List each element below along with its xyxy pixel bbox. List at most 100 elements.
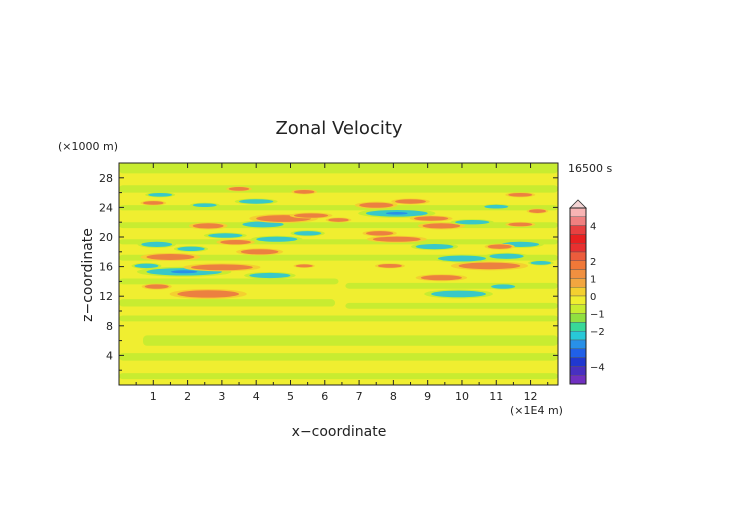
positive-anomaly — [372, 236, 421, 242]
x-axis-label: x−coordinate — [292, 424, 387, 440]
positive-anomaly — [293, 190, 315, 194]
positive-anomaly — [295, 264, 313, 268]
x-tick-label: 12 — [524, 390, 538, 403]
y-unit-label: (×1000 m) — [58, 140, 118, 153]
negative-anomaly — [530, 261, 552, 265]
negative-anomaly — [192, 203, 217, 208]
y-tick-label: 8 — [106, 320, 113, 333]
contour-band — [119, 278, 339, 285]
colorbar-segment — [569, 375, 587, 385]
x-unit-label: (×1E4 m) — [510, 404, 563, 417]
positive-anomaly — [240, 249, 279, 255]
contour-band — [119, 239, 558, 245]
colorbar-segment — [569, 331, 587, 341]
positive-anomaly — [191, 264, 253, 271]
positive-anomaly — [420, 275, 462, 281]
negative-anomaly — [208, 233, 243, 238]
colorbar-segment — [569, 260, 587, 270]
contour-band — [119, 205, 558, 211]
colorbar-segment — [569, 251, 587, 262]
x-tick-label: 4 — [253, 390, 260, 403]
contour-band — [345, 282, 558, 289]
colorbar-segment — [569, 287, 587, 297]
colorbar-segment — [569, 216, 587, 226]
positive-anomaly — [228, 187, 250, 191]
colorbar-label: 1 — [590, 274, 596, 285]
positive-anomaly — [422, 223, 461, 229]
time-label: 16500 s — [568, 162, 612, 175]
contour-band — [119, 185, 558, 193]
colorbar-label: 2 — [590, 257, 596, 268]
y-axis-label: z−coordinate — [80, 228, 96, 322]
positive-anomaly — [395, 199, 426, 204]
colorbar-segment — [569, 366, 587, 376]
y-tick-label: 28 — [99, 172, 113, 185]
y-tick-label: 12 — [99, 290, 113, 303]
negative-anomaly — [437, 255, 486, 262]
colorbar-segment — [569, 242, 587, 253]
positive-anomaly — [508, 222, 533, 227]
positive-anomaly — [220, 239, 252, 245]
contour-band — [119, 353, 558, 361]
colorbar-segment — [569, 207, 587, 218]
chart-title: Zonal Velocity — [275, 118, 402, 139]
negative-anomaly — [177, 246, 205, 252]
positive-anomaly — [487, 244, 512, 249]
colorbar-segment — [569, 269, 587, 279]
x-tick-label: 8 — [390, 390, 397, 403]
colorbar-label: −4 — [590, 362, 605, 373]
x-tick-label: 10 — [455, 390, 469, 403]
contour-band — [119, 315, 558, 322]
negative-anomaly — [484, 204, 509, 209]
colorbar-segment — [569, 295, 587, 306]
negative-anomaly — [134, 263, 159, 269]
colorbar-label: −1 — [590, 310, 605, 321]
negative-anomaly — [239, 199, 274, 204]
contour-band — [119, 373, 558, 380]
positive-anomaly — [144, 284, 169, 289]
negative-anomaly — [242, 221, 284, 228]
negative-anomaly — [141, 241, 173, 247]
colorbar-label: 4 — [590, 222, 596, 233]
y-axis-ticks: 4 8 12 16 20 24 28 — [99, 172, 558, 371]
positive-anomaly — [359, 202, 394, 208]
y-tick-label: 4 — [106, 349, 113, 362]
x-tick-label: 5 — [287, 390, 294, 403]
positive-anomaly — [293, 213, 329, 218]
y-tick-label: 20 — [99, 231, 113, 244]
positive-anomaly — [328, 218, 349, 222]
x-tick-label: 1 — [150, 390, 157, 403]
colorbar-label: 0 — [590, 292, 596, 303]
colorbar-segment — [569, 234, 587, 244]
colorbar-segment — [569, 322, 587, 332]
colorbar-label: −2 — [590, 327, 605, 338]
positive-anomaly — [192, 223, 224, 229]
colorbar-segment — [569, 348, 587, 358]
positive-anomaly — [458, 262, 521, 270]
negative-anomaly — [256, 236, 298, 242]
positive-anomaly — [146, 254, 195, 260]
negative-anomaly-core — [386, 211, 408, 215]
contour-band — [119, 299, 336, 307]
x-tick-label: 3 — [218, 390, 225, 403]
positive-anomaly — [377, 264, 402, 268]
negative-anomaly — [249, 272, 291, 279]
contour-band — [345, 302, 558, 309]
colorbar-overflow-triangle — [569, 199, 587, 209]
negative-anomaly — [489, 253, 524, 259]
negative-anomaly — [491, 284, 516, 289]
negative-anomaly — [293, 231, 322, 236]
colorbar-segment — [569, 313, 587, 323]
positive-anomaly — [528, 209, 546, 213]
contour-band — [119, 163, 558, 174]
x-tick-label: 6 — [321, 390, 328, 403]
negative-anomaly-core — [170, 270, 198, 274]
positive-anomaly — [413, 216, 449, 221]
negative-anomaly — [431, 290, 486, 298]
colorbar-segment — [569, 225, 587, 235]
contour-band — [143, 335, 558, 346]
contour-plot-area — [118, 162, 559, 386]
x-axis-ticks: 1 2 3 4 5 6 7 8 9 10 11 12 — [135, 163, 549, 403]
x-tick-label: 9 — [424, 390, 431, 403]
